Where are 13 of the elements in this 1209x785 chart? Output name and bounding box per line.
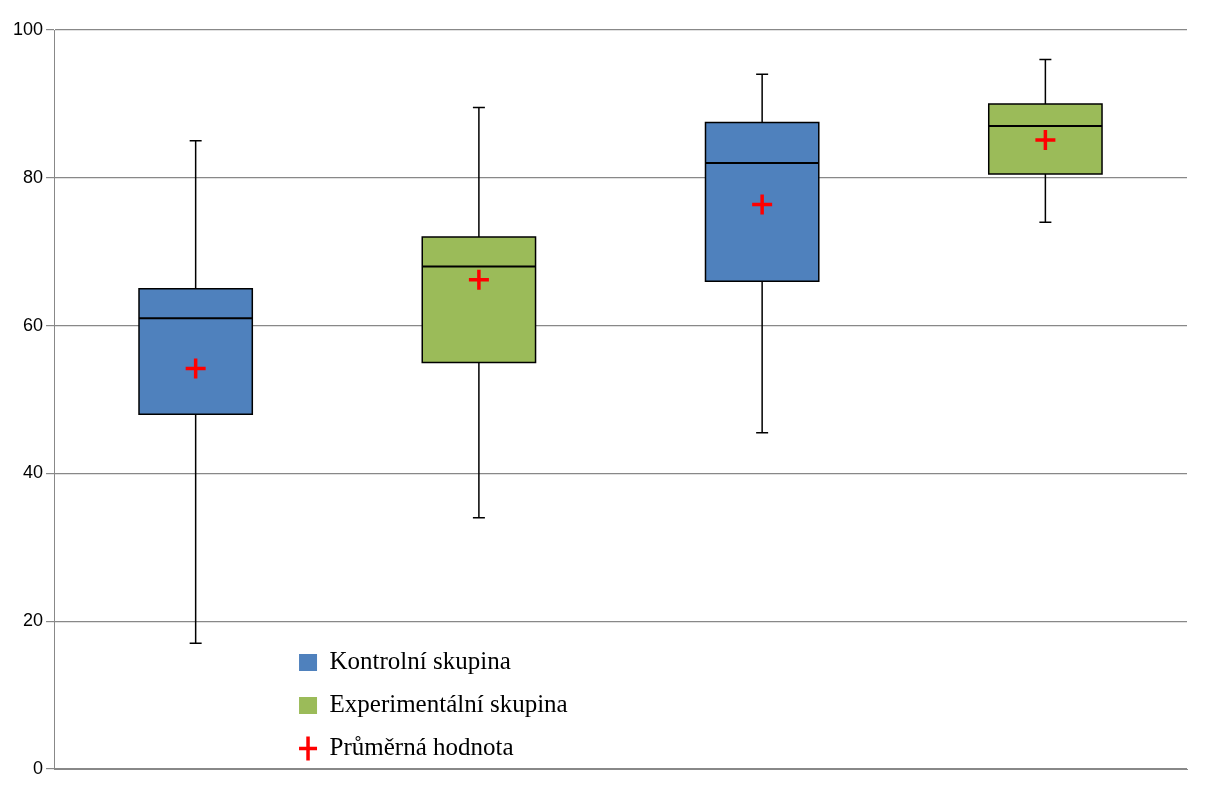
- point: [183, 356, 208, 381]
- point: [1033, 128, 1058, 152]
- y-tick-label: 100: [12, 18, 44, 39]
- legend-label: Průměrná hodnota: [329, 733, 514, 761]
- y-tick-label: 0: [33, 757, 44, 778]
- legend-label: Experimentální skupina: [329, 690, 568, 718]
- y-tick-label: 60: [23, 314, 44, 335]
- legend-label: Kontrolní skupina: [329, 647, 511, 675]
- y-tick-label: 40: [23, 462, 44, 483]
- y-tick-label: 80: [23, 166, 44, 187]
- point: [750, 192, 774, 217]
- point: [467, 268, 491, 292]
- y-tick-label: 20: [23, 610, 44, 631]
